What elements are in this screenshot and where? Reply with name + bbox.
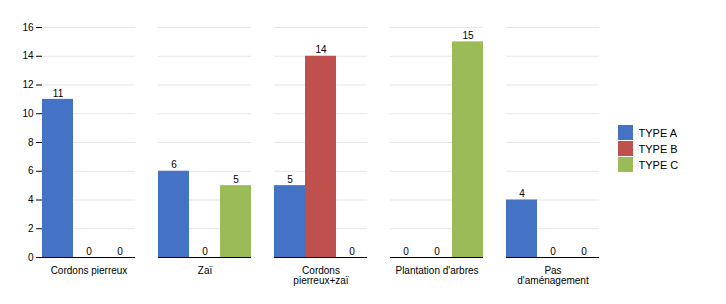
svg-text:10: 10 [22,108,34,119]
svg-text:Cordons pierreux: Cordons pierreux [51,265,128,276]
svg-text:0: 0 [117,246,123,257]
svg-text:15: 15 [462,30,474,41]
svg-text:0: 0 [581,246,587,257]
html-text:TYPE B: TYPE B [638,142,678,155]
svg-text:14: 14 [315,44,327,55]
svg-text:Zaï: Zaï [198,265,213,276]
svg-text:4: 4 [519,188,525,199]
svg-text:0: 0 [86,246,92,257]
svg-text:0: 0 [28,252,34,263]
svg-text:Pasd'aménagement: Pasd'aménagement [517,265,589,286]
svg-text:6: 6 [171,159,177,170]
svg-text:Cordonspierreux+zaï: Cordonspierreux+zaï [293,265,349,286]
svg-text:2: 2 [28,223,34,234]
svg-text:5: 5 [287,174,293,185]
svg-text:0: 0 [202,246,208,257]
svg-text:11: 11 [53,88,64,99]
svg-text:0: 0 [403,246,409,257]
html-text:TYPE C: TYPE C [638,158,679,171]
svg-text:4: 4 [28,194,34,205]
svg-text:0: 0 [349,246,355,257]
svg-text:12: 12 [22,79,34,90]
svg-text:0: 0 [434,246,440,257]
svg-text:6: 6 [28,165,34,176]
svg-text:Plantation d'arbres: Plantation d'arbres [395,265,478,276]
svg-text:16: 16 [22,22,34,33]
svg-text:14: 14 [22,50,34,61]
svg-text:5: 5 [233,174,239,185]
html-text:TYPE A: TYPE A [638,126,677,139]
svg-text:0: 0 [550,246,556,257]
svg-text:8: 8 [28,137,34,148]
